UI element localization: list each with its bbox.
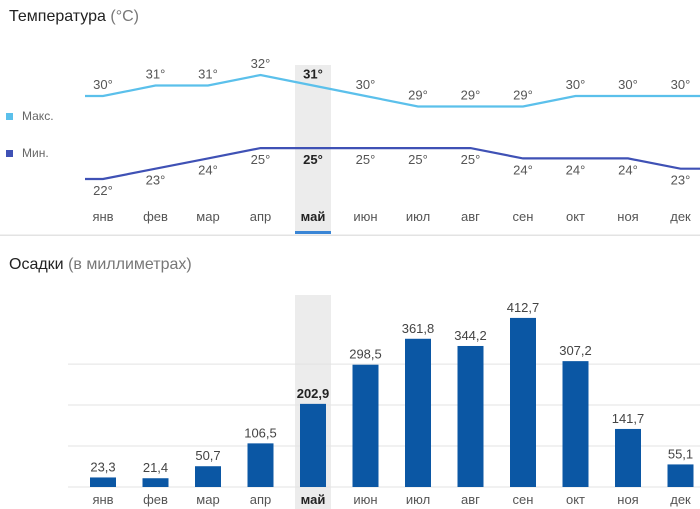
temperature-title: Температура (°C) [9,8,139,26]
precipitation-bar [510,317,536,487]
temperature-month-label: апр [250,209,272,224]
precipitation-value-label: 298,5 [349,347,382,362]
temperature-month-label: сен [513,209,534,224]
precipitation-title: Осадки (в миллиметрах) [9,256,192,274]
precipitation-value-label: 21,4 [143,460,168,475]
min-temp-label: 25° [251,152,271,167]
precipitation-value-label: 106,5 [244,425,277,440]
temperature-month-label: дек [670,209,691,224]
precipitation-value-label: 141,7 [612,411,645,426]
temperature-month-label: июн [353,209,377,224]
max-temp-label: 29° [461,88,481,103]
legend-max-swatch [6,113,13,120]
precipitation-month-label: фев [143,492,168,507]
precipitation-title-text: Осадки [9,256,64,273]
min-temp-label: 24° [566,162,586,177]
precipitation-month-label: сен [513,492,534,507]
max-temp-line [85,73,700,108]
min-temp-label: 25° [461,152,481,167]
min-temp-line [85,147,700,181]
max-temp-label: 30° [93,77,113,92]
precipitation-value-label: 361,8 [402,321,435,336]
min-temp-label: 25° [356,152,376,167]
precipitation-month-label: янв [92,492,113,507]
legend-min-label: Мин. [22,146,49,160]
precipitation-bar [457,345,484,487]
temperature-month-label: мар [196,209,219,224]
precipitation-bar [405,338,431,487]
min-temp-label: 24° [618,162,638,177]
legend-max-label: Макс. [22,109,54,123]
precipitation-value-label: 23,3 [90,459,115,474]
temperature-month-label: май [301,209,326,224]
precipitation-month-label: июл [406,492,430,507]
temperature-unit: (°C) [110,8,139,25]
min-temp-label: 24° [198,162,218,177]
temperature-month-label: ноя [617,209,638,224]
max-temp-label: 30° [356,77,376,92]
max-temp-label: 30° [566,77,586,92]
max-temp-label: 29° [408,88,428,103]
temperature-month-label: янв [92,209,113,224]
min-temp-label: 23° [146,173,166,188]
precipitation-month-label: дек [670,492,691,507]
precipitation-month-label: авг [461,492,480,507]
max-temp-label: 29° [513,88,533,103]
selected-month-underline [295,231,331,234]
precipitation-month-label: апр [250,492,272,507]
precipitation-bar [195,466,221,487]
precipitation-month-label: окт [566,492,585,507]
precipitation-bar [300,403,326,487]
precipitation-unit: (в миллиметрах) [68,256,192,273]
max-temp-label: 30° [618,77,638,92]
max-temp-label: 31° [303,67,323,82]
precipitation-bar [615,428,641,487]
min-temp-label: 22° [93,183,113,198]
precipitation-month-label: май [301,492,326,507]
max-temp-label: 31° [198,67,218,82]
temperature-month-label: фев [143,209,168,224]
min-temp-label: 23° [671,173,691,188]
max-temp-label: 31° [146,67,166,82]
precipitation-month-label: июн [353,492,377,507]
min-temp-label: 25° [303,152,323,167]
precipitation-bar [667,464,694,487]
max-temp-label: 32° [251,56,271,71]
temperature-month-label: июл [406,209,430,224]
precipitation-bar [352,364,379,487]
precipitation-value-label: 412,7 [507,300,540,315]
temperature-month-label: авг [461,209,480,224]
temperature-chart: Макс. Мин. 30° 31° 31° 32° 31° 30° 29° 29° 29° 30° 3… [0,56,700,236]
precipitation-month-label: мар [196,492,219,507]
precipitation-bar [142,478,169,487]
precipitation-value-label: 202,9 [297,386,330,401]
min-temp-label: 24° [513,162,533,177]
max-temp-label: 30° [671,77,691,92]
precipitation-bar [562,361,589,487]
precipitation-value-label: 50,7 [195,448,220,463]
precipitation-bar [90,477,116,487]
precipitation-value-label: 344,2 [454,328,487,343]
min-temp-label: 25° [408,152,428,167]
temperature-month-label: окт [566,209,585,224]
precipitation-value-label: 307,2 [559,343,592,358]
precipitation-value-label: 55,1 [668,446,693,461]
section-divider [0,235,700,236]
legend-min-swatch [6,150,13,157]
precipitation-bar [247,443,274,487]
temperature-title-text: Температура [9,8,106,25]
precipitation-month-label: ноя [617,492,638,507]
